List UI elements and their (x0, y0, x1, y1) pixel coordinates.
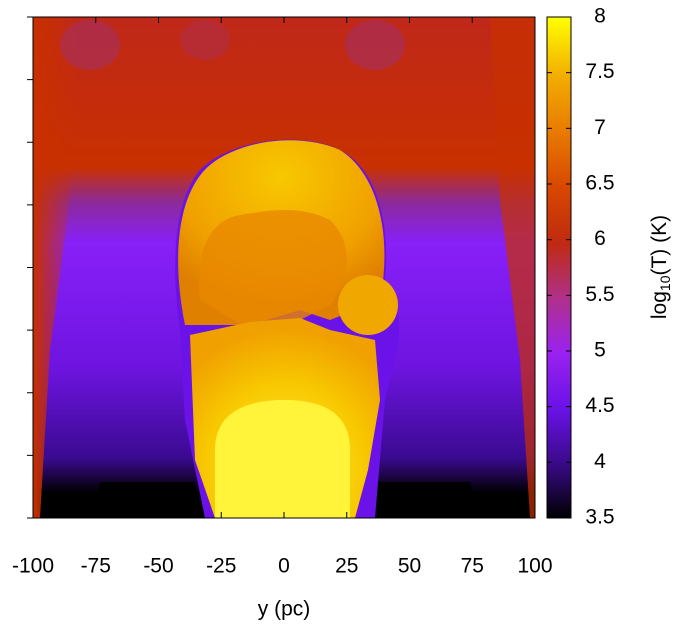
colorbar (546, 16, 572, 519)
x-axis-label: y (pc) (258, 598, 311, 621)
x-tick-label: -25 (206, 555, 236, 578)
heatmap-image (33, 17, 535, 518)
colorbar-tick-label: 6.5 (585, 172, 614, 195)
colorbar-tick-label: 7 (594, 116, 606, 139)
colorbar-label-base: log (648, 291, 671, 319)
colorbar-label-sub: 10 (657, 275, 673, 291)
colorbar-tick-label: 6 (594, 227, 606, 250)
colorbar-tick-label: 8 (594, 5, 606, 28)
colorbar-tick-label: 5.5 (585, 283, 614, 306)
colorbar-label: log10(T) (K) (648, 215, 673, 319)
colorbar-tick-label: 5 (594, 339, 606, 362)
colorbar-tick-label: 4.5 (585, 394, 614, 417)
colorbar-tick-label: 7.5 (585, 60, 614, 83)
x-tick-label: 0 (278, 555, 290, 578)
colorbar-tick-label: 3.5 (585, 506, 614, 529)
x-tick-label: 100 (517, 555, 552, 578)
colorbar-tick-label: 4 (594, 450, 606, 473)
x-tick-label: 50 (398, 555, 421, 578)
x-tick-label: -50 (143, 555, 173, 578)
x-tick-label: -100 (12, 555, 54, 578)
x-tick-label: 75 (461, 555, 484, 578)
colorbar-label-rest: (T) (K) (648, 215, 671, 276)
x-tick-label: 25 (335, 555, 358, 578)
x-tick-label: -75 (81, 555, 111, 578)
